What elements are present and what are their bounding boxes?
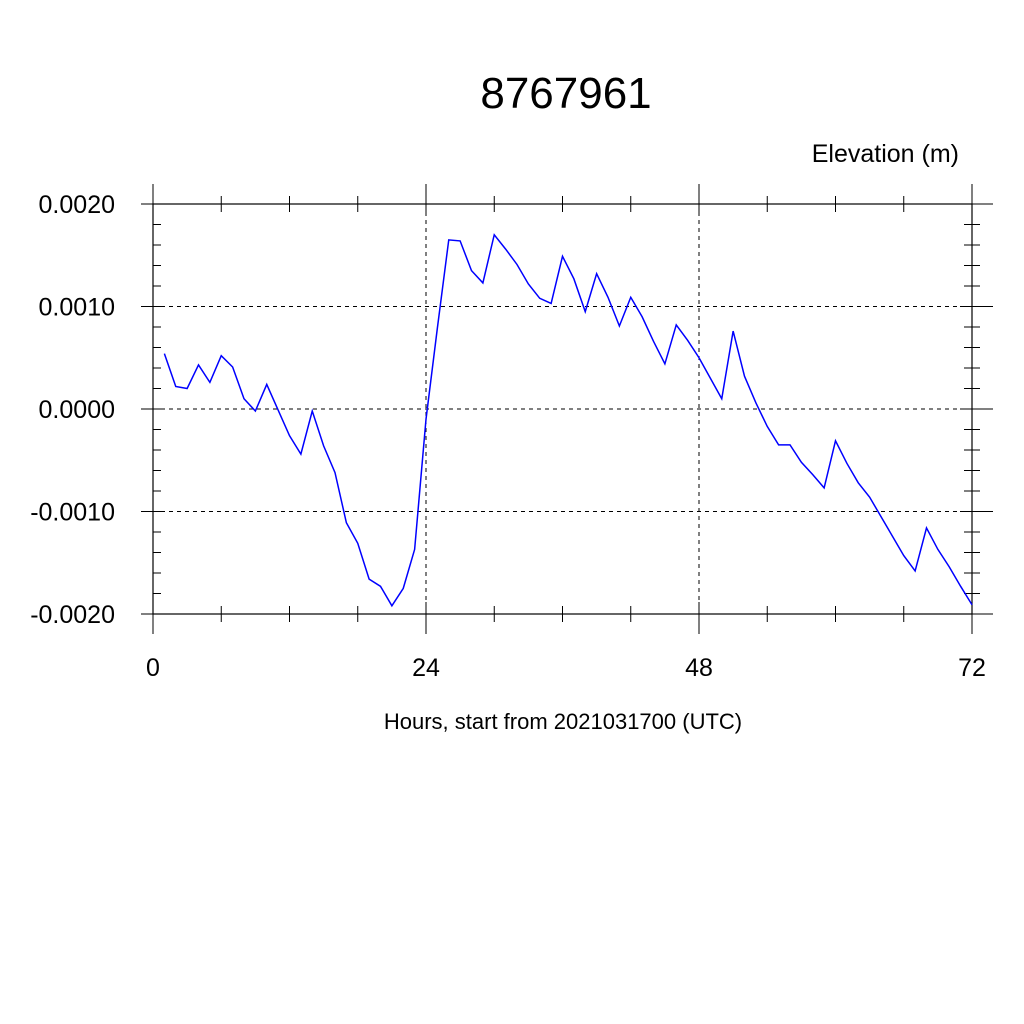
y-tick-label: 0.0020 [39, 191, 115, 219]
y-tick-label: -0.0010 [30, 499, 115, 527]
axis-ticks [141, 184, 993, 634]
chart-title: 8767961 [480, 69, 651, 118]
grid-lines [152, 203, 973, 615]
x-axis-label: Hours, start from 2021031700 (UTC) [384, 709, 742, 734]
y-tick-label: 0.0000 [39, 396, 115, 424]
y-tick-label: 0.0010 [39, 294, 115, 322]
series-line [163, 233, 973, 608]
unit-label: Elevation (m) [812, 140, 959, 168]
y-tick-label: -0.0020 [30, 601, 115, 629]
x-tick-label: 0 [146, 654, 160, 682]
tick-labels: 0.0020 0.0010 0.0000 -0.0010 -0.0020 0 24 48 72 [30, 191, 986, 682]
x-tick-label: 24 [412, 654, 440, 682]
x-tick-label: 48 [685, 654, 713, 682]
x-tick-label: 72 [958, 654, 986, 682]
